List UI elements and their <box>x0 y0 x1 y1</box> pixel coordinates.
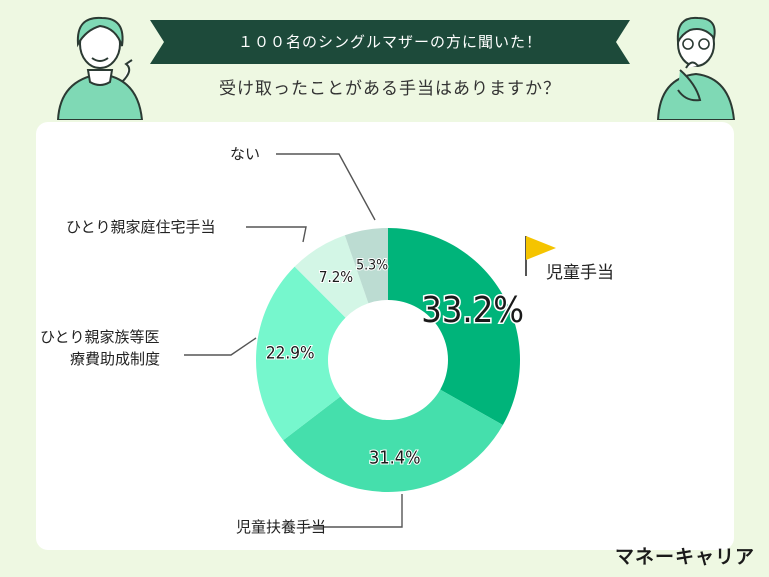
donut-slice-2 <box>283 389 503 492</box>
leader-line <box>184 337 257 356</box>
leader-line <box>276 153 376 221</box>
donut-slice-5 <box>344 228 388 304</box>
leader-line <box>308 494 403 528</box>
man-thinking-illustration-icon <box>656 16 736 120</box>
header-banner: １００名のシングルマザーの方に聞いた！ <box>150 20 630 64</box>
slice-category-label: ひとり親家庭住宅手当 <box>66 218 216 236</box>
donut-slice-4 <box>294 235 369 318</box>
brand-logo: マネーキャリア <box>614 546 755 568</box>
slice-category-label: ひとり親家族等医療費助成制度 <box>40 328 160 368</box>
donut-slice-3 <box>255 266 346 441</box>
leader-line <box>246 226 307 243</box>
slice-category-label: 児童扶養手当 <box>236 518 326 536</box>
donut-slice-1 <box>388 228 520 426</box>
donut-chart: 33.2% 児童手当 31.4% 児童扶養手当 22.9% ひとり親家族等医療費助成制度 7… <box>40 145 614 536</box>
chart-card: 33.2% 児童手当 31.4% 児童扶養手当 22.9% ひとり親家族等医療費助成制度 7… <box>36 122 734 550</box>
flag-icon <box>526 236 556 260</box>
slice-value-label: 31.4% <box>369 447 420 468</box>
woman-illustration-icon <box>56 16 144 120</box>
slice-value-label: 33.2% <box>421 290 524 331</box>
slice-value-label: 7.2% <box>319 268 353 286</box>
slice-category-label: 児童手当 <box>546 263 614 283</box>
slice-value-label: 5.3% <box>356 257 388 273</box>
slice-category-label: ない <box>230 145 260 163</box>
survey-question: 受け取ったことがある手当はありますか？ <box>219 79 561 99</box>
banner-title: １００名のシングルマザーの方に聞いた！ <box>237 33 542 51</box>
slice-value-label: 22.9% <box>266 344 315 364</box>
